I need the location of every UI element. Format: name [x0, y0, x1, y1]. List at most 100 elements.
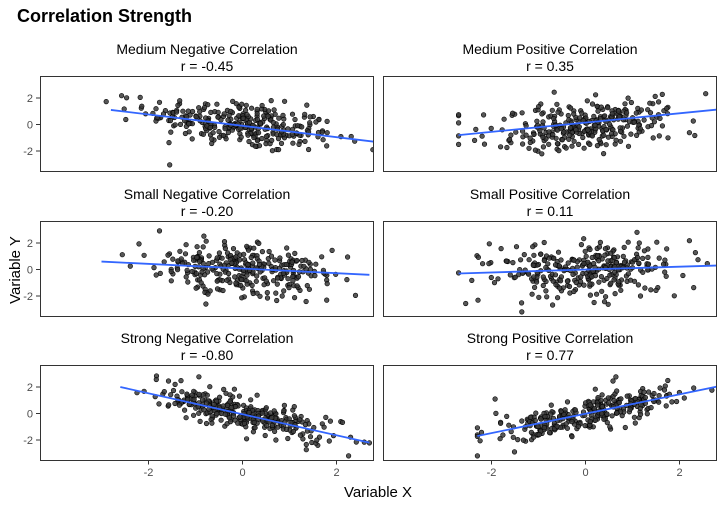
data-point	[692, 250, 699, 256]
data-point	[168, 268, 174, 275]
data-point	[249, 282, 255, 289]
data-point	[193, 114, 199, 120]
data-point	[153, 376, 159, 383]
data-point	[269, 148, 275, 154]
data-point	[520, 141, 526, 147]
data-point	[611, 397, 617, 404]
data-point	[224, 277, 230, 283]
data-point	[289, 111, 296, 117]
data-point	[603, 294, 609, 300]
data-point	[256, 240, 262, 247]
data-point	[506, 422, 512, 428]
plot-area	[101, 228, 370, 307]
data-point	[283, 261, 289, 268]
data-point	[215, 114, 221, 120]
data-point	[637, 126, 643, 132]
data-point	[172, 400, 178, 407]
data-point	[645, 261, 652, 267]
data-point	[624, 393, 630, 399]
data-point	[203, 238, 209, 244]
data-point	[352, 292, 359, 298]
data-point	[244, 243, 250, 249]
data-point	[530, 262, 536, 268]
data-point	[208, 109, 214, 116]
data-point	[220, 287, 226, 294]
data-point	[648, 287, 654, 293]
data-point	[254, 138, 260, 144]
data-point	[607, 121, 613, 127]
data-point	[665, 377, 671, 384]
data-point	[292, 294, 298, 301]
data-point	[563, 145, 569, 151]
data-point	[565, 260, 571, 266]
data-point	[174, 109, 180, 115]
data-point	[280, 270, 287, 276]
data-point	[555, 249, 562, 255]
data-point	[307, 120, 313, 126]
data-point	[554, 423, 560, 429]
data-point	[295, 123, 301, 129]
panel-title: Medium Negative Correlation	[116, 41, 297, 57]
data-point	[196, 374, 202, 380]
data-point	[589, 274, 595, 280]
data-point	[306, 146, 312, 153]
data-point	[272, 428, 278, 434]
data-point	[189, 136, 195, 142]
data-point	[686, 130, 693, 136]
data-point	[632, 395, 638, 402]
data-point	[596, 244, 603, 250]
data-point	[659, 123, 666, 129]
data-point	[511, 449, 518, 455]
data-point	[650, 135, 656, 141]
data-point	[519, 309, 525, 315]
data-point	[531, 274, 537, 280]
data-point	[274, 281, 280, 287]
data-point	[618, 287, 624, 293]
data-point	[184, 391, 190, 397]
data-point	[214, 278, 220, 284]
data-point	[601, 299, 608, 305]
data-point	[546, 141, 552, 147]
data-point	[531, 131, 537, 138]
data-point	[178, 256, 184, 262]
data-point	[624, 110, 630, 116]
data-point	[497, 436, 503, 442]
panel-subtitle: r = -0.80	[181, 347, 234, 363]
data-point	[551, 89, 557, 95]
data-point	[657, 115, 663, 122]
data-point	[259, 410, 265, 416]
data-point	[284, 245, 290, 251]
data-point	[528, 429, 534, 435]
data-point	[690, 118, 696, 124]
data-point	[601, 416, 607, 422]
data-point	[209, 420, 215, 426]
data-point	[573, 279, 579, 286]
data-point	[277, 255, 283, 261]
data-point	[605, 134, 611, 140]
data-point	[551, 255, 557, 261]
data-point	[527, 414, 534, 420]
data-point	[581, 282, 587, 288]
data-point	[127, 263, 133, 269]
data-point	[156, 401, 162, 407]
data-point	[290, 278, 296, 284]
data-point	[201, 233, 207, 239]
data-point	[593, 92, 599, 98]
panel-border	[40, 221, 374, 317]
data-point	[664, 246, 670, 252]
data-point	[257, 120, 263, 126]
data-point	[186, 129, 192, 135]
data-point	[552, 262, 559, 268]
data-point	[656, 393, 662, 399]
data-point	[233, 280, 239, 286]
data-point	[281, 288, 287, 294]
data-point	[153, 106, 159, 112]
data-point	[515, 436, 521, 443]
data-point	[207, 384, 213, 390]
data-point	[598, 273, 604, 280]
data-point	[568, 105, 574, 111]
data-point	[238, 134, 244, 140]
data-point	[193, 285, 199, 291]
data-point	[587, 418, 593, 425]
